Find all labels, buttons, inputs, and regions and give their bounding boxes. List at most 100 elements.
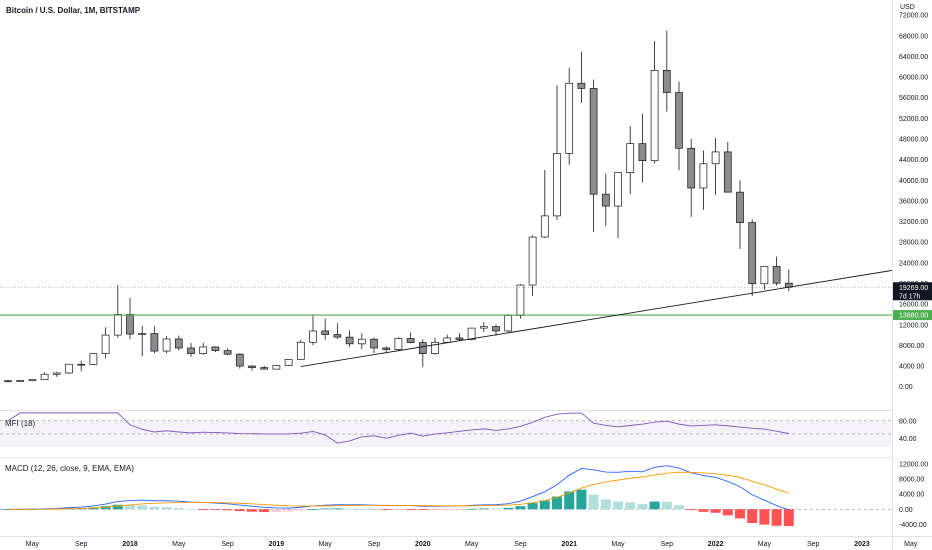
time-tick-label: Sep <box>661 541 674 548</box>
macd-title: MACD (12, 26, close, 9, EMA, EMA) <box>5 464 134 473</box>
candle-body <box>150 333 159 352</box>
price-tick-label: 44000.00 <box>899 157 928 164</box>
candle-body <box>614 172 622 207</box>
price-tick-label: 60000.00 <box>899 75 928 82</box>
candle-body <box>16 380 25 382</box>
macd-histogram-bar <box>430 509 440 511</box>
candle-body <box>211 346 220 351</box>
macd-tick-label: 8000.00 <box>899 476 924 483</box>
candle-body <box>711 151 720 165</box>
macd-histogram-bar <box>320 508 331 510</box>
candle-body <box>504 315 513 332</box>
macd-histogram-bar <box>661 501 672 510</box>
macd-histogram-bar <box>186 508 196 510</box>
macd-histogram-bar <box>649 501 660 510</box>
macd-histogram-bar <box>417 509 428 511</box>
candle-body <box>296 341 305 360</box>
trend-line <box>300 269 893 368</box>
macd-histogram-bar <box>125 504 135 510</box>
candles-group <box>4 30 793 383</box>
candle-body <box>284 358 293 366</box>
candle-body <box>418 342 427 355</box>
candle-body <box>113 314 122 336</box>
candle-body <box>126 314 134 335</box>
candle-body <box>199 346 208 355</box>
candle-body <box>89 353 98 365</box>
candle-body <box>455 337 464 340</box>
time-tick-label: 2022 <box>708 541 724 548</box>
macd-histogram-bar <box>478 508 489 510</box>
time-axis: May Sep 2018 May Sep 2019 May Sep 2020 May Sep 2021… <box>0 536 932 548</box>
candle-body <box>174 338 183 349</box>
price-tick-label: 24000.00 <box>899 260 928 267</box>
macd-histogram-bar <box>735 509 745 519</box>
support-price-label: 13880.00 <box>899 313 928 320</box>
macd-histogram-bar <box>393 509 404 511</box>
candle-body <box>77 363 86 366</box>
macd-histogram-bar <box>783 509 794 527</box>
macd-histogram-bar <box>247 509 257 512</box>
candle-body <box>528 236 537 286</box>
candle-body <box>28 379 37 382</box>
macd-histogram-bar <box>491 508 501 510</box>
macd-histogram-bar <box>759 509 770 525</box>
time-tick-label: 2023 <box>854 541 870 548</box>
time-tick-label: 2018 <box>122 541 138 548</box>
macd-histogram-bar <box>600 499 611 510</box>
candle-body <box>101 334 110 355</box>
candle-body <box>467 327 476 340</box>
macd-histogram-bar <box>722 509 733 516</box>
price-tick-label: 68000.00 <box>899 33 928 40</box>
macd-histogram-bar <box>625 502 636 510</box>
candle-body <box>260 367 269 370</box>
macd-histogram-bar <box>308 509 318 510</box>
candle-body <box>736 191 744 223</box>
price-tick-label: 56000.00 <box>899 95 928 102</box>
macd-histogram-bar <box>674 505 684 510</box>
candle-body <box>52 372 61 375</box>
signal-line <box>7 471 789 510</box>
candle-body <box>272 365 281 370</box>
candle-body <box>65 363 73 374</box>
candle-body <box>723 151 732 193</box>
time-tick-label: May <box>319 541 333 548</box>
candle-body <box>223 350 232 355</box>
macd-histogram-bar <box>210 509 221 511</box>
time-tick-label: May <box>26 541 40 548</box>
macd-tick-label: 0.00 <box>899 507 913 514</box>
candle-body <box>687 147 696 189</box>
candle-body <box>760 266 769 285</box>
macd-histogram-bar <box>515 506 526 510</box>
macd-histogram-bar <box>552 496 562 510</box>
mfi-tick-label: 80.00 <box>899 418 917 425</box>
mfi-panel: 80.00 40.00 <box>0 412 917 448</box>
price-tick-label: 40000.00 <box>899 178 928 185</box>
macd-histogram-bar <box>527 503 538 510</box>
candle-body <box>540 215 549 238</box>
macd-histogram-bar <box>161 507 172 510</box>
macd-histogram-bar <box>137 505 148 510</box>
candle-body <box>443 337 452 343</box>
macd-histogram-bar <box>234 509 245 512</box>
macd-histogram-bar <box>344 508 355 510</box>
macd-panel: 12000.00 8000.00 4000.00 0.00 -4000.00 <box>0 461 928 529</box>
macd-histogram-bar <box>295 509 306 511</box>
candle-body <box>394 338 403 350</box>
macd-histogram-bar <box>112 504 123 510</box>
mfi-title: MFI (18) <box>5 419 36 428</box>
time-tick-label: May <box>465 541 479 548</box>
candle-body <box>162 338 171 352</box>
time-tick-label: May <box>172 541 186 548</box>
candle-body <box>589 88 598 195</box>
macd-histogram-bar <box>259 509 270 513</box>
time-tick-label: May <box>758 541 772 548</box>
macd-histogram-bar <box>539 500 550 510</box>
candle-body <box>650 70 659 162</box>
mfi-tick-label: 40.00 <box>899 436 917 443</box>
macd-histogram-bar <box>454 509 465 511</box>
candle-body <box>601 193 610 207</box>
time-tick-label: Sep <box>75 541 88 548</box>
price-tick-label: 12000.00 <box>899 322 928 329</box>
candle-body <box>40 373 49 381</box>
candle-body <box>577 82 586 89</box>
